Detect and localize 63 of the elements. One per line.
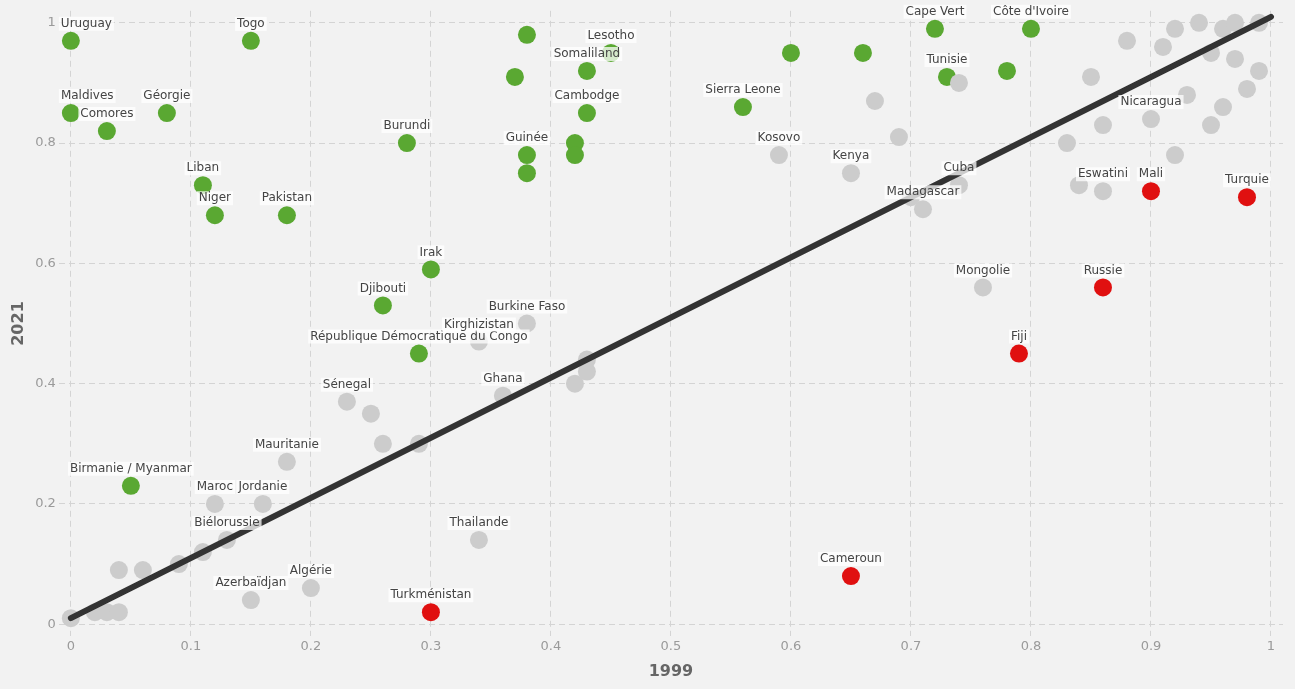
annotation: Burundi (383, 118, 431, 133)
annotation: Nicaragua (1120, 94, 1182, 109)
x-tick-label: 0.2 (300, 638, 322, 654)
annotation: Birmanie / Myanmar (70, 460, 192, 475)
annotation: Mauritanie (254, 436, 319, 451)
annotation: Somaliland (553, 46, 621, 61)
x-tick-label: 0.9 (1140, 638, 1162, 654)
annotation: Azerbaïdjan (215, 575, 287, 590)
y-tick-label: 0.4 (35, 375, 56, 391)
annotation: Côte d'Ivoire (993, 3, 1069, 18)
annotation: Kosovo (757, 130, 801, 145)
x-tick-label: 0.5 (660, 638, 682, 654)
annotation: Lesotho (587, 28, 635, 43)
annotation: Cuba (943, 160, 975, 175)
annotation: Tunisie (925, 52, 968, 67)
annotation: Togo (236, 15, 265, 30)
annotation: Maldives (60, 88, 114, 103)
annotation: Djibouti (359, 280, 407, 295)
annotation: Eswatini (1077, 166, 1128, 181)
annotation: Mali (1138, 166, 1164, 181)
annotation: Fiji (1010, 328, 1027, 343)
x-tick-label: 0.6 (780, 638, 802, 654)
y-tick-label: 0.2 (35, 495, 56, 511)
annotation: Sénegal (322, 376, 372, 391)
x-tick-label: 0.7 (900, 638, 922, 654)
x-tick-label: 0 (66, 638, 76, 654)
annotation: Kirghizistan (443, 316, 514, 331)
annotation: Thailande (448, 515, 509, 530)
annotation: Cambodge (554, 88, 620, 103)
y-tick-label: 1 (47, 14, 56, 30)
y-tick-label: 0 (47, 615, 56, 631)
annotation: Guinée (505, 130, 549, 145)
annotation: Kenya (832, 148, 870, 163)
annotation: Pakistan (261, 190, 313, 205)
annotation: Irak (419, 244, 443, 259)
annotation: Cape Vert (905, 3, 965, 18)
x-tick-label: 0.1 (180, 638, 202, 654)
annotation: Mongolie (955, 262, 1011, 277)
x-tick-label: 0.8 (1020, 638, 1042, 654)
annotation: Niger (198, 190, 232, 205)
x-tick-label: 1 (1266, 638, 1276, 654)
annotation: Comores (80, 106, 134, 121)
annotation: Uruguay (60, 15, 112, 30)
y-tick-label: 0.8 (35, 134, 56, 150)
x-tick-label: 0.3 (420, 638, 442, 654)
annotation: Madagascar (886, 184, 960, 199)
annotation: Maroc (196, 479, 234, 494)
annotation: Russie (1083, 262, 1123, 277)
annotation: Burkine Faso (488, 298, 566, 313)
annotation: Géorgie (143, 88, 191, 103)
x-axis-title: 1999 (648, 660, 694, 680)
annotation: Cameroun (819, 551, 882, 566)
annotation: Liban (186, 160, 220, 175)
y-tick-label: 0.6 (35, 254, 56, 270)
annotation: Turquie (1224, 172, 1269, 187)
y-axis-title: 2021 (7, 301, 27, 346)
x-tick-label: 0.4 (540, 638, 562, 654)
annotation: Turkménistan (389, 587, 472, 602)
annotation: Biélorussie (194, 515, 260, 530)
annotation: Sierra Leone (705, 82, 781, 97)
annotation: Algérie (289, 563, 332, 578)
annotation: Ghana (483, 370, 523, 385)
annotation: Jordanie (237, 479, 288, 494)
